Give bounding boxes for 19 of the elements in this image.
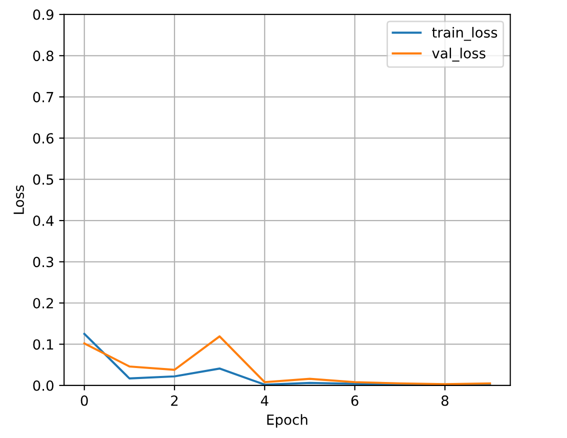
x-axis-title: Epoch [267, 414, 308, 428]
x-tick-label: 4 [260, 396, 268, 406]
y-tick-label: 0.0 [33, 380, 54, 391]
x-tick-label: 8 [441, 395, 448, 406]
y-tick-label: 0.9 [33, 9, 54, 20]
legend-label: train_loss [432, 26, 498, 41]
y-tick-label: 0.8 [33, 50, 54, 62]
y-tick-label: 0.2 [33, 298, 53, 308]
y-tick-label: 0.6 [33, 133, 54, 144]
x-tick-label: 0 [80, 395, 88, 406]
y-axis-title: Loss [14, 185, 24, 214]
y-tick-label: 0.3 [33, 256, 54, 268]
y-tick-label: 0.7 [33, 92, 54, 102]
y-tick-label: 0.1 [33, 339, 54, 350]
x-tick-label: 2 [171, 395, 178, 406]
legend-label: val_loss [432, 48, 486, 62]
x-tick-label: 6 [351, 395, 358, 406]
y-tick-label: 0.4 [33, 216, 54, 226]
y-tick-label: 0.5 [33, 174, 54, 185]
